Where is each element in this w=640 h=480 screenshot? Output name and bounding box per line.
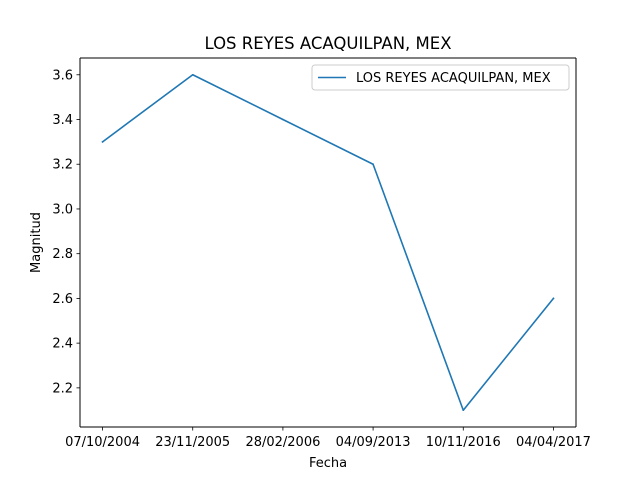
legend-label: LOS REYES ACAQUILPAN, MEX (356, 71, 551, 86)
x-tick-label: 04/09/2013 (336, 435, 411, 450)
y-tick-label: 3.4 (52, 113, 73, 128)
y-tick-label: 2.8 (52, 247, 73, 262)
data-point (101, 141, 104, 143)
x-tick-label: 23/11/2005 (155, 435, 230, 450)
y-tick-label: 3.2 (52, 158, 73, 173)
chart-title: LOS REYES ACAQUILPAN, MEX (204, 34, 451, 53)
data-point (552, 297, 555, 300)
data-point (282, 118, 284, 121)
x-tick-label: 10/11/2016 (426, 435, 501, 450)
y-tick-label: 2.4 (52, 337, 73, 352)
x-tick-label: 07/10/2004 (65, 435, 140, 450)
data-point (372, 163, 374, 166)
y-tick-label: 3.6 (52, 68, 73, 83)
y-tick-label: 2.6 (52, 292, 73, 307)
data-point (191, 73, 194, 76)
x-tick-label: 04/04/2017 (516, 435, 591, 450)
x-axis-ticks: 07/10/2004 23/11/2005 28/02/2006 04/09/2013… (65, 427, 591, 450)
plot-area (80, 58, 576, 427)
series-line (101, 73, 555, 412)
y-axis-ticks: 2.2 2.4 2.6 2.8 3.0 3.2 3.4 3.6 (52, 68, 80, 396)
data-point (462, 409, 465, 412)
x-axis-label: Fecha (309, 456, 347, 471)
axes-spines (79, 57, 577, 428)
series-lines (101, 73, 555, 412)
y-tick-label: 2.2 (52, 381, 73, 396)
x-tick-label: 28/02/2006 (245, 435, 320, 450)
y-axis-label: Magnitud (29, 212, 44, 273)
y-tick-label: 3.0 (52, 202, 73, 217)
legend-frame (311, 64, 570, 91)
legend: LOS REYES ACAQUILPAN, MEX (311, 64, 570, 91)
